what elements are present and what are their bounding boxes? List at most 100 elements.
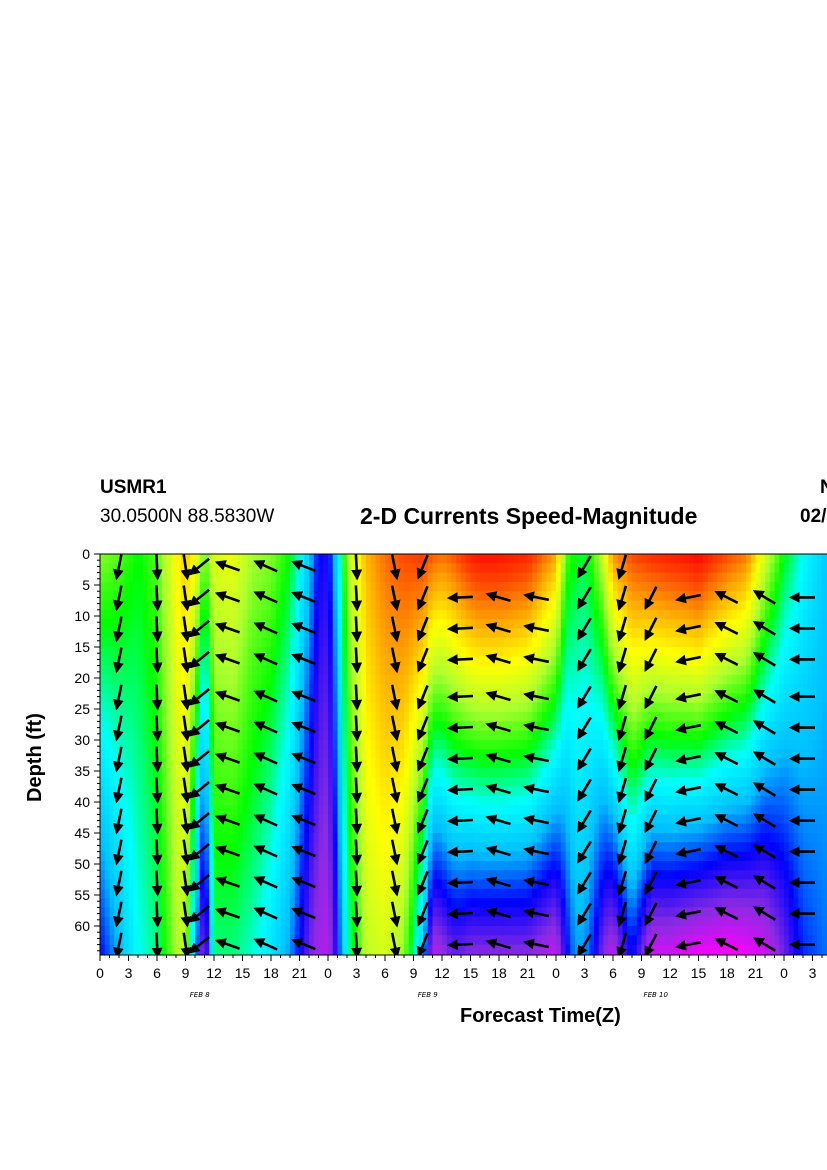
heat-cell [204,619,210,629]
heat-cell [142,674,149,685]
heat-cell [423,944,429,955]
heat-cell [432,572,438,583]
heat-cell [323,879,329,890]
heat-cell [404,944,410,955]
heat-cell [128,730,134,741]
heat-cell [617,898,624,908]
heat-cell [527,572,533,583]
heat-cell [437,944,443,955]
heat-cell [209,851,215,862]
heat-cell [380,656,386,667]
heat-cell [475,647,481,657]
heat-cell [408,740,415,750]
heat-cell [252,944,258,955]
heat-cell [337,572,343,583]
heat-cell [242,572,248,583]
heat-cell [328,730,334,741]
heat-cell [280,805,286,815]
heat-cell [318,581,324,592]
heat-cell [237,898,244,908]
heat-cell [299,637,305,648]
heat-cell [361,637,367,648]
heat-cell [484,684,491,695]
heat-cell [242,833,248,843]
heat-cell [171,851,177,862]
heat-cell [546,712,552,722]
heat-cell [503,944,510,955]
heat-cell [323,740,329,750]
heat-cell [142,581,149,592]
heat-cell [285,712,291,722]
heat-cell [261,674,267,685]
heat-cell [579,833,586,843]
heat-cell [247,935,253,946]
heat-cell [347,721,353,732]
heat-cell [285,563,291,574]
heat-cell [484,749,491,760]
heat-cell [233,619,239,629]
heat-cell [470,814,476,825]
heat-cell [271,758,277,769]
heat-cell [266,647,272,657]
heat-cell [356,637,362,648]
heat-cell [589,628,595,639]
heat-cell [551,637,557,648]
heat-cell [204,926,210,936]
heat-cell [603,730,609,741]
heat-cell [632,926,638,936]
heat-cell [157,860,163,871]
heat-cell [166,870,172,881]
heat-cell [209,702,215,713]
heat-cell [537,749,543,760]
heat-cell [632,795,638,806]
heat-cell [275,637,282,648]
heat-cell [437,870,443,881]
heat-cell [171,581,177,592]
heat-cell [370,749,377,760]
heat-cell [133,870,139,881]
heat-cell [199,749,206,760]
heat-cell [470,665,476,676]
heat-cell [209,898,215,908]
heat-cell [551,860,557,871]
heat-cell [632,637,638,648]
heat-cell [646,572,652,583]
heat-cell [489,647,495,657]
heat-cell [128,898,134,908]
heat-cell [223,712,229,722]
heat-cell [261,637,267,648]
heat-cell [613,842,619,853]
heat-cell [513,870,519,881]
heat-cell [494,758,500,769]
heat-cell [556,860,562,871]
heat-cell [484,758,491,769]
heat-cell [442,749,448,760]
heat-cell [133,842,139,853]
heat-cell [513,712,519,722]
heat-cell [237,665,244,676]
heat-cell [285,758,291,769]
heat-cell [551,767,557,778]
heat-cell [456,907,462,918]
heat-cell [119,749,125,760]
heat-cell [556,572,562,583]
heat-cell [128,656,134,667]
heat-cell [423,767,429,778]
heat-cell [209,591,215,602]
heat-cell [575,749,581,760]
heat-cell [622,795,628,806]
heat-cell [385,898,391,908]
heat-cell [499,684,505,695]
heat-cell [594,693,600,704]
heat-cell [190,712,196,722]
heat-cell [413,935,419,946]
heat-cell [546,749,552,760]
heat-cell [575,907,581,918]
heat-cell [622,665,628,676]
heat-cell [237,740,244,750]
heat-cell [237,637,244,648]
heat-cell [138,693,144,704]
heat-cell [351,898,358,908]
heat-cell [370,740,377,750]
heat-cell [584,609,590,620]
